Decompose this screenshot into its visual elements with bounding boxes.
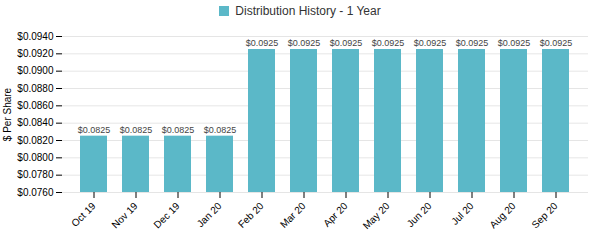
svg-text:Oct 19: Oct 19 — [69, 200, 98, 229]
svg-text:$0.0820: $0.0820 — [17, 135, 54, 146]
html-text:Distribution History - 1 Year: Distribution History - 1 Year — [235, 4, 381, 18]
svg-text:$0.0825: $0.0825 — [204, 125, 237, 135]
svg-text:Jan 20: Jan 20 — [195, 200, 224, 229]
svg-text:May 20: May 20 — [361, 200, 392, 231]
svg-text:Apr 20: Apr 20 — [321, 200, 350, 229]
svg-text:$0.0800: $0.0800 — [17, 152, 54, 163]
svg-text:$0.0900: $0.0900 — [17, 65, 54, 76]
svg-text:$0.0860: $0.0860 — [17, 100, 54, 111]
svg-text:$0.0840: $0.0840 — [17, 117, 54, 128]
svg-text:$0.0825: $0.0825 — [120, 125, 153, 135]
svg-text:$0.0925: $0.0925 — [330, 38, 363, 48]
svg-text:Sep 20: Sep 20 — [529, 200, 559, 230]
svg-text:$0.0925: $0.0925 — [372, 38, 405, 48]
svg-text:Nov 19: Nov 19 — [109, 200, 139, 230]
svg-text:$0.0925: $0.0925 — [456, 38, 489, 48]
svg-text:$0.0760: $0.0760 — [17, 187, 54, 198]
svg-text:$0.0940: $0.0940 — [17, 31, 54, 42]
svg-text:$0.0925: $0.0925 — [498, 38, 531, 48]
svg-text:$0.0825: $0.0825 — [162, 125, 195, 135]
svg-text:$0.0925: $0.0925 — [540, 38, 573, 48]
svg-text:$0.0825: $0.0825 — [78, 125, 111, 135]
svg-text:Aug 20: Aug 20 — [487, 200, 517, 230]
svg-text:Dec 19: Dec 19 — [151, 200, 181, 230]
svg-text:$ Per Share: $ Per Share — [2, 87, 13, 141]
svg-text:$0.0880: $0.0880 — [17, 83, 54, 94]
svg-text:Jun 20: Jun 20 — [405, 200, 434, 229]
svg-text:$0.0925: $0.0925 — [288, 38, 321, 48]
svg-text:Mar 20: Mar 20 — [278, 200, 308, 230]
svg-text:$0.0920: $0.0920 — [17, 48, 54, 59]
svg-text:Feb 20: Feb 20 — [236, 200, 266, 230]
svg-text:$0.0925: $0.0925 — [414, 38, 447, 48]
svg-text:Jul 20: Jul 20 — [449, 200, 476, 227]
svg-text:$0.0780: $0.0780 — [17, 169, 54, 180]
svg-text:$0.0925: $0.0925 — [246, 38, 279, 48]
